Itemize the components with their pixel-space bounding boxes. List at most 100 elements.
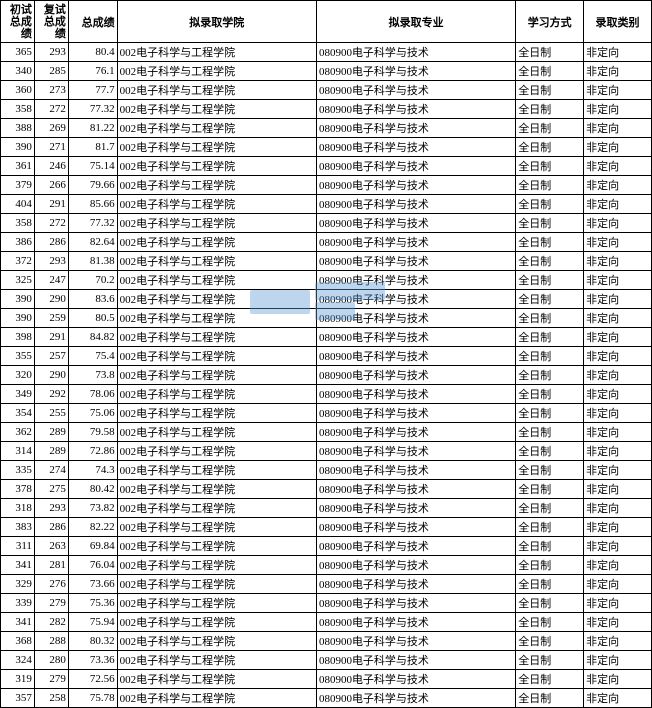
cell-total: 80.32 <box>68 632 117 651</box>
cell-score1: 349 <box>1 385 35 404</box>
cell-type: 非定向 <box>584 62 652 81</box>
table-row: 35827277.32002电子科学与工程学院080900电子科学与技术全日制非… <box>1 214 652 233</box>
cell-score1: 325 <box>1 271 35 290</box>
cell-score1: 390 <box>1 290 35 309</box>
header-type: 录取类别 <box>584 1 652 43</box>
table-row: 34128275.94002电子科学与工程学院080900电子科学与技术全日制非… <box>1 613 652 632</box>
cell-mode: 全日制 <box>516 442 584 461</box>
cell-mode: 全日制 <box>516 404 584 423</box>
cell-type: 非定向 <box>584 385 652 404</box>
cell-mode: 全日制 <box>516 62 584 81</box>
cell-type: 非定向 <box>584 214 652 233</box>
cell-mode: 全日制 <box>516 271 584 290</box>
cell-total: 72.56 <box>68 670 117 689</box>
cell-score1: 390 <box>1 138 35 157</box>
table-body: 36529380.4002电子科学与工程学院080900电子科学与技术全日制非定… <box>1 43 652 708</box>
cell-type: 非定向 <box>584 518 652 537</box>
cell-college: 002电子科学与工程学院 <box>117 670 316 689</box>
cell-type: 非定向 <box>584 537 652 556</box>
table-row: 38826981.22002电子科学与工程学院080900电子科学与技术全日制非… <box>1 119 652 138</box>
header-score1: 初试总成绩 <box>1 1 35 43</box>
cell-college: 002电子科学与工程学院 <box>117 233 316 252</box>
cell-score1: 357 <box>1 689 35 708</box>
cell-score1: 362 <box>1 423 35 442</box>
cell-score2: 259 <box>34 309 68 328</box>
cell-score2: 279 <box>34 670 68 689</box>
table-row: 36529380.4002电子科学与工程学院080900电子科学与技术全日制非定… <box>1 43 652 62</box>
cell-score1: 318 <box>1 499 35 518</box>
cell-score2: 289 <box>34 423 68 442</box>
cell-college: 002电子科学与工程学院 <box>117 290 316 309</box>
cell-mode: 全日制 <box>516 309 584 328</box>
cell-college: 002电子科学与工程学院 <box>117 480 316 499</box>
cell-mode: 全日制 <box>516 651 584 670</box>
cell-score2: 281 <box>34 556 68 575</box>
table-row: 37827580.42002电子科学与工程学院080900电子科学与技术全日制非… <box>1 480 652 499</box>
cell-score1: 390 <box>1 309 35 328</box>
cell-total: 81.7 <box>68 138 117 157</box>
cell-total: 83.6 <box>68 290 117 309</box>
cell-college: 002电子科学与工程学院 <box>117 594 316 613</box>
cell-college: 002电子科学与工程学院 <box>117 385 316 404</box>
cell-major: 080900电子科学与技术 <box>316 62 515 81</box>
cell-major: 080900电子科学与技术 <box>316 385 515 404</box>
cell-type: 非定向 <box>584 480 652 499</box>
cell-major: 080900电子科学与技术 <box>316 214 515 233</box>
table-row: 32524770.2002电子科学与工程学院080900电子科学与技术全日制非定… <box>1 271 652 290</box>
cell-mode: 全日制 <box>516 138 584 157</box>
cell-score1: 340 <box>1 62 35 81</box>
cell-major: 080900电子科学与技术 <box>316 556 515 575</box>
header-college: 拟录取学院 <box>117 1 316 43</box>
cell-type: 非定向 <box>584 461 652 480</box>
cell-major: 080900电子科学与技术 <box>316 480 515 499</box>
cell-score2: 279 <box>34 594 68 613</box>
cell-mode: 全日制 <box>516 290 584 309</box>
cell-major: 080900电子科学与技术 <box>316 119 515 138</box>
cell-major: 080900电子科学与技术 <box>316 157 515 176</box>
cell-type: 非定向 <box>584 594 652 613</box>
cell-major: 080900电子科学与技术 <box>316 423 515 442</box>
cell-college: 002电子科学与工程学院 <box>117 423 316 442</box>
cell-score1: 341 <box>1 556 35 575</box>
table-row: 31126369.84002电子科学与工程学院080900电子科学与技术全日制非… <box>1 537 652 556</box>
cell-score1: 379 <box>1 176 35 195</box>
cell-mode: 全日制 <box>516 233 584 252</box>
cell-total: 77.7 <box>68 81 117 100</box>
cell-score2: 288 <box>34 632 68 651</box>
cell-score2: 246 <box>34 157 68 176</box>
cell-type: 非定向 <box>584 347 652 366</box>
cell-major: 080900电子科学与技术 <box>316 499 515 518</box>
cell-score2: 271 <box>34 138 68 157</box>
cell-score2: 293 <box>34 252 68 271</box>
cell-major: 080900电子科学与技术 <box>316 651 515 670</box>
cell-major: 080900电子科学与技术 <box>316 43 515 62</box>
cell-total: 84.82 <box>68 328 117 347</box>
cell-mode: 全日制 <box>516 499 584 518</box>
cell-major: 080900电子科学与技术 <box>316 233 515 252</box>
cell-score2: 263 <box>34 537 68 556</box>
cell-score2: 275 <box>34 480 68 499</box>
cell-score2: 293 <box>34 499 68 518</box>
cell-college: 002电子科学与工程学院 <box>117 632 316 651</box>
cell-type: 非定向 <box>584 575 652 594</box>
cell-college: 002电子科学与工程学院 <box>117 43 316 62</box>
cell-type: 非定向 <box>584 81 652 100</box>
header-mode: 学习方式 <box>516 1 584 43</box>
cell-score1: 358 <box>1 100 35 119</box>
cell-college: 002电子科学与工程学院 <box>117 366 316 385</box>
cell-score2: 292 <box>34 385 68 404</box>
cell-mode: 全日制 <box>516 119 584 138</box>
cell-major: 080900电子科学与技术 <box>316 309 515 328</box>
table-row: 35525775.4002电子科学与工程学院080900电子科学与技术全日制非定… <box>1 347 652 366</box>
cell-college: 002电子科学与工程学院 <box>117 575 316 594</box>
cell-mode: 全日制 <box>516 518 584 537</box>
cell-major: 080900电子科学与技术 <box>316 537 515 556</box>
cell-college: 002电子科学与工程学院 <box>117 214 316 233</box>
cell-mode: 全日制 <box>516 575 584 594</box>
cell-total: 80.4 <box>68 43 117 62</box>
cell-total: 77.32 <box>68 100 117 119</box>
cell-major: 080900电子科学与技术 <box>316 347 515 366</box>
cell-total: 73.36 <box>68 651 117 670</box>
cell-major: 080900电子科学与技术 <box>316 195 515 214</box>
cell-total: 76.1 <box>68 62 117 81</box>
